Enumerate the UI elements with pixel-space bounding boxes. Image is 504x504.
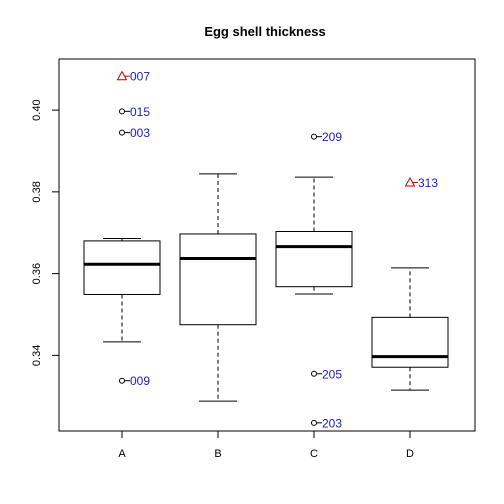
outlier-label: 015 — [130, 105, 150, 119]
outlier-circle-marker — [311, 419, 317, 426]
chart-title: Egg shell thickness — [204, 24, 325, 39]
outlier-label: 203 — [322, 416, 342, 430]
outlier-label: 003 — [130, 126, 150, 140]
outlier-circle-marker — [311, 370, 317, 377]
outlier-203: 203 — [311, 416, 342, 430]
outlier-label: 209 — [322, 130, 342, 144]
x-tick-label: D — [406, 448, 414, 460]
outlier-205: 205 — [311, 367, 342, 381]
outlier-circle-marker — [311, 133, 317, 140]
outlier-003: 003 — [119, 126, 150, 140]
outlier-015: 015 — [119, 105, 150, 119]
box-iqr — [275, 231, 353, 288]
outlier-circle-marker — [119, 108, 125, 115]
outlier-label: 205 — [322, 367, 342, 381]
outlier-209: 209 — [311, 130, 342, 144]
box-A: 007 015 003 009 — [83, 70, 161, 388]
box-iqr — [371, 316, 449, 368]
outlier-circle-marker — [119, 377, 125, 384]
y-tick-label: 0.36 — [31, 263, 43, 284]
y-tick-label: 0.34 — [31, 345, 43, 366]
x-axis: A B C D — [118, 430, 414, 460]
boxes: 007 015 003 009 209 205 203 313 — [83, 70, 449, 430]
y-axis: 0.34 0.36 0.38 0.40 — [31, 99, 60, 366]
box-iqr — [83, 240, 161, 295]
box-iqr — [179, 233, 257, 326]
outlier-triangle-marker — [116, 70, 128, 81]
box-C: 209 205 203 — [275, 130, 353, 430]
outlier-313: 313 — [404, 176, 438, 190]
outlier-label: 313 — [418, 176, 438, 190]
outlier-circle-marker — [119, 129, 125, 136]
y-tick-label: 0.38 — [31, 181, 43, 202]
box-B — [179, 173, 257, 402]
box-D: 313 — [371, 176, 449, 391]
y-tick-label: 0.40 — [31, 99, 43, 120]
outlier-label: 009 — [130, 374, 150, 388]
outlier-label: 007 — [130, 70, 150, 84]
x-tick-label: A — [118, 448, 126, 460]
outlier-triangle-marker — [404, 176, 416, 187]
x-tick-label: C — [310, 448, 318, 460]
x-tick-label: B — [214, 448, 221, 460]
outlier-009: 009 — [119, 374, 150, 388]
outlier-007: 007 — [116, 70, 150, 84]
